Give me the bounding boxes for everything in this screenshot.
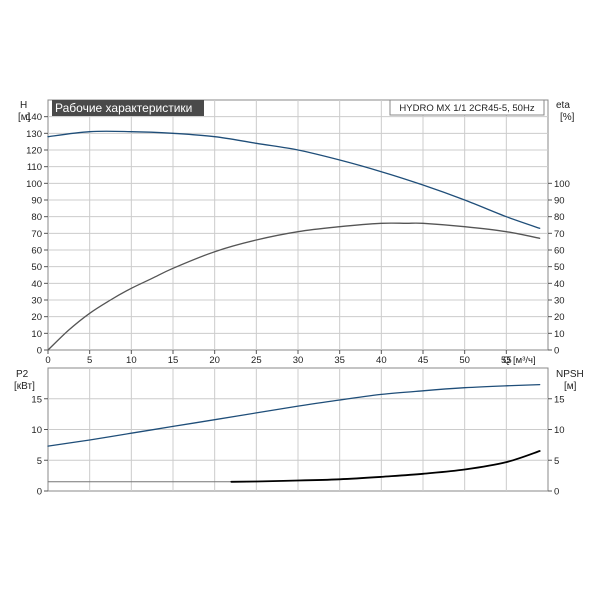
npsh-tick-label: 5 (554, 456, 559, 467)
upper-series (47, 130, 541, 351)
lower-grid (48, 368, 548, 491)
eta-axis-unit: [%] (560, 112, 575, 123)
eta-axis-label: eta (556, 100, 570, 111)
h-tick-label: 40 (31, 279, 42, 290)
npsh-tick-label: 0 (554, 487, 559, 498)
h-tick-label: 60 (31, 246, 42, 257)
h-tick-label: 120 (26, 146, 42, 157)
npsh-axis-ticks: 0 5 10 15 (548, 394, 565, 498)
h-axis-label: H (20, 100, 27, 111)
h-tick-label: 80 (31, 212, 42, 223)
eta-tick-label: 70 (554, 229, 565, 240)
p2-tick-label: 5 (37, 456, 42, 467)
x-tick-label: 45 (418, 355, 429, 366)
x-tick-label: 25 (251, 355, 262, 366)
p2-axis-unit: [кВт] (14, 381, 35, 392)
h-axis-unit: [м] (18, 112, 31, 123)
eta-tick-label: 60 (554, 246, 565, 257)
eta-tick-label: 20 (554, 312, 565, 323)
head-curve-line (47, 130, 541, 229)
p2-axis-label: P2 (16, 369, 29, 380)
h-tick-label: 50 (31, 262, 42, 273)
power-curve-line (47, 383, 541, 447)
h-tick-label: 90 (31, 196, 42, 207)
efficiency-curve-line (47, 222, 541, 351)
model-label: HYDRO MX 1/1 2CR45-5, 50Hz (399, 103, 534, 114)
eta-tick-label: 0 (554, 346, 559, 357)
h-tick-label: 20 (31, 312, 42, 323)
x-tick-label: 35 (334, 355, 345, 366)
eta-tick-label: 50 (554, 262, 565, 273)
npsh-tick-label: 10 (554, 425, 565, 436)
upper-grid (48, 100, 548, 350)
eta-tick-label: 100 (554, 179, 570, 190)
chart-title: Рабочие характеристики (55, 101, 192, 115)
upper-chart-panel: 0 5 10 15 20 25 30 35 40 45 50 55 0 10 20 30 40 50 60 70 80… (18, 99, 575, 366)
p2-tick-label: 10 (31, 425, 42, 436)
x-tick-label: 40 (376, 355, 387, 366)
h-tick-label: 100 (26, 179, 42, 190)
x-tick-label: 30 (293, 355, 304, 366)
npsh-curve-line (230, 450, 541, 483)
x-tick-label: 55 (501, 355, 512, 366)
h-tick-label: 130 (26, 129, 42, 140)
eta-tick-label: 90 (554, 196, 565, 207)
x-tick-label: 20 (209, 355, 220, 366)
x-tick-label: 50 (459, 355, 470, 366)
h-tick-label: 70 (31, 229, 42, 240)
x-tick-label: 15 (168, 355, 179, 366)
x-tick-label: 0 (45, 355, 50, 366)
eta-tick-label: 30 (554, 296, 565, 307)
npsh-axis-label: NPSH (556, 369, 584, 380)
eta-tick-label: 40 (554, 279, 565, 290)
eta-tick-label: 80 (554, 212, 565, 223)
p2-axis-ticks: 0 5 10 15 (31, 394, 48, 498)
h-tick-label: 140 (26, 112, 42, 123)
x-axis-label: Q [м³/ч] (503, 355, 536, 366)
lower-chart-panel: 0 5 10 15 0 5 10 15 P2 [кВт] NPSH [м] (14, 367, 584, 498)
h-tick-label: 110 (27, 162, 42, 173)
npsh-axis-unit: [м] (564, 381, 577, 392)
eta-tick-label: 10 (554, 329, 565, 340)
npsh-tick-label: 15 (554, 394, 565, 405)
eta-axis-ticks: 0 10 20 30 40 50 60 70 80 90 100 (548, 179, 570, 357)
h-tick-label: 30 (31, 296, 42, 307)
title-background (52, 100, 204, 116)
model-label-box (389, 99, 545, 116)
h-tick-label: 10 (31, 329, 42, 340)
x-tick-label: 10 (126, 355, 137, 366)
h-tick-label: 0 (37, 346, 42, 357)
x-axis-ticks: 0 5 10 15 20 25 30 35 40 45 50 55 (45, 350, 512, 366)
lower-series (47, 383, 541, 483)
p2-tick-label: 15 (31, 394, 42, 405)
x-tick-label: 5 (87, 355, 92, 366)
p2-tick-label: 0 (37, 487, 42, 498)
h-axis-ticks: 0 10 20 30 40 50 60 70 80 90 100 110 120 130 140 (26, 112, 48, 357)
